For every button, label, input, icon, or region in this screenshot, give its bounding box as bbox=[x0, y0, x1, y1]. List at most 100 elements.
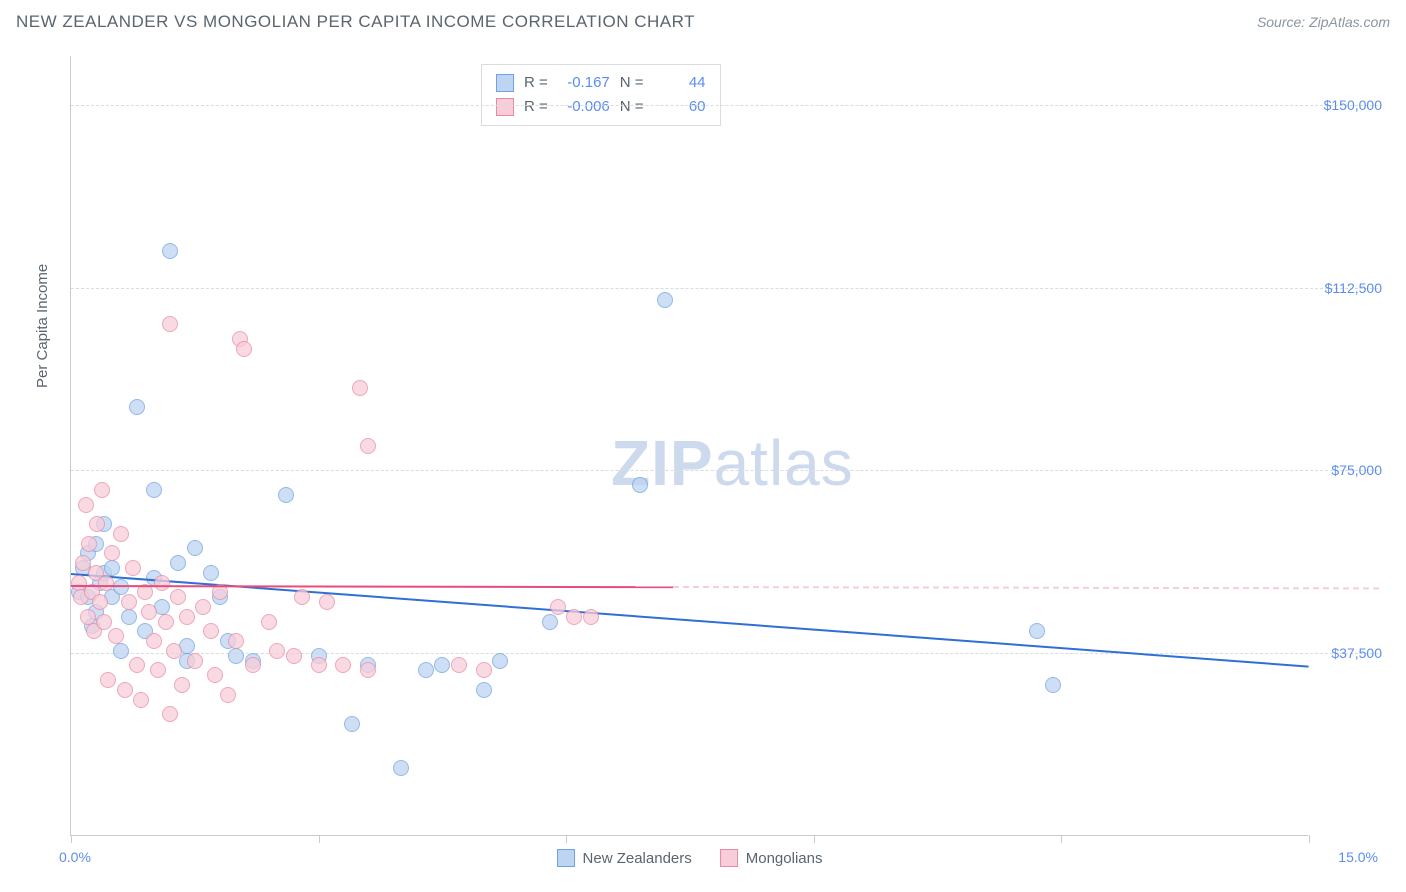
data-point bbox=[146, 633, 162, 649]
data-point bbox=[179, 609, 195, 625]
data-point bbox=[236, 341, 252, 357]
data-point bbox=[170, 555, 186, 571]
data-point bbox=[104, 545, 120, 561]
data-point bbox=[129, 399, 145, 415]
data-point bbox=[1045, 677, 1061, 693]
x-axis-min-label: 0.0% bbox=[59, 849, 91, 865]
data-point bbox=[360, 662, 376, 678]
data-point bbox=[113, 643, 129, 659]
header: NEW ZEALANDER VS MONGOLIAN PER CAPITA IN… bbox=[0, 0, 1406, 40]
data-point bbox=[418, 662, 434, 678]
data-point bbox=[89, 516, 105, 532]
data-point bbox=[1029, 623, 1045, 639]
data-point bbox=[203, 565, 219, 581]
gridline bbox=[71, 288, 1378, 289]
data-point bbox=[393, 760, 409, 776]
data-point bbox=[269, 643, 285, 659]
data-point bbox=[261, 614, 277, 630]
x-tick bbox=[1061, 835, 1062, 843]
legend-swatch-mongolian bbox=[720, 849, 738, 867]
data-point bbox=[245, 657, 261, 673]
legend-item-mongolian: Mongolians bbox=[720, 849, 823, 867]
x-tick bbox=[319, 835, 320, 843]
data-point bbox=[434, 657, 450, 673]
gridline bbox=[71, 105, 1378, 106]
data-point bbox=[141, 604, 157, 620]
gridline bbox=[71, 470, 1378, 471]
data-point bbox=[566, 609, 582, 625]
x-axis-max-label: 15.0% bbox=[1338, 849, 1378, 865]
stats-row-mongolian: R = -0.006 N = 60 bbox=[496, 95, 706, 119]
data-point bbox=[632, 477, 648, 493]
chart-title: NEW ZEALANDER VS MONGOLIAN PER CAPITA IN… bbox=[16, 12, 695, 32]
data-point bbox=[98, 575, 114, 591]
data-point bbox=[476, 662, 492, 678]
gridline bbox=[71, 653, 1378, 654]
y-tick-label: $150,000 bbox=[1312, 97, 1382, 113]
y-tick-label: $37,500 bbox=[1312, 645, 1382, 661]
stats-legend-box: R = -0.167 N = 44 R = -0.006 N = 60 bbox=[481, 64, 721, 126]
data-point bbox=[294, 589, 310, 605]
data-point bbox=[96, 614, 112, 630]
data-point bbox=[344, 716, 360, 732]
y-tick-label: $112,500 bbox=[1312, 280, 1382, 296]
y-tick-label: $75,000 bbox=[1312, 462, 1382, 478]
data-point bbox=[162, 243, 178, 259]
data-point bbox=[228, 633, 244, 649]
source-label: Source: ZipAtlas.com bbox=[1257, 14, 1390, 30]
data-point bbox=[117, 682, 133, 698]
data-point bbox=[100, 672, 116, 688]
data-point bbox=[550, 599, 566, 615]
data-point bbox=[174, 677, 190, 693]
data-point bbox=[476, 682, 492, 698]
data-point bbox=[311, 657, 327, 673]
data-point bbox=[162, 316, 178, 332]
legend-swatch-nz bbox=[557, 849, 575, 867]
data-point bbox=[121, 594, 137, 610]
data-point bbox=[278, 487, 294, 503]
data-point bbox=[319, 594, 335, 610]
data-point bbox=[80, 609, 96, 625]
stats-row-nz: R = -0.167 N = 44 bbox=[496, 71, 706, 95]
data-point bbox=[187, 540, 203, 556]
data-point bbox=[104, 560, 120, 576]
swatch-nz bbox=[496, 74, 514, 92]
data-point bbox=[228, 648, 244, 664]
data-point bbox=[542, 614, 558, 630]
x-tick bbox=[71, 835, 72, 843]
data-point bbox=[286, 648, 302, 664]
data-point bbox=[352, 380, 368, 396]
data-point bbox=[335, 657, 351, 673]
plot-area: ZIPatlas R = -0.167 N = 44 R = -0.006 N … bbox=[70, 56, 1308, 836]
data-point bbox=[146, 482, 162, 498]
data-point bbox=[583, 609, 599, 625]
data-point bbox=[203, 623, 219, 639]
swatch-mongolian bbox=[496, 98, 514, 116]
data-point bbox=[158, 614, 174, 630]
data-point bbox=[220, 687, 236, 703]
data-point bbox=[360, 438, 376, 454]
data-point bbox=[657, 292, 673, 308]
data-point bbox=[125, 560, 141, 576]
data-point bbox=[187, 653, 203, 669]
x-tick bbox=[566, 835, 567, 843]
x-tick bbox=[1309, 835, 1310, 843]
data-point bbox=[113, 526, 129, 542]
data-point bbox=[207, 667, 223, 683]
data-point bbox=[166, 643, 182, 659]
data-point bbox=[195, 599, 211, 615]
data-point bbox=[113, 579, 129, 595]
data-point bbox=[451, 657, 467, 673]
data-point bbox=[78, 497, 94, 513]
trend-line-dashed bbox=[673, 586, 1379, 589]
data-point bbox=[133, 692, 149, 708]
data-point bbox=[150, 662, 166, 678]
legend-item-nz: New Zealanders bbox=[557, 849, 692, 867]
y-axis-label: Per Capita Income bbox=[34, 264, 51, 388]
data-point bbox=[170, 589, 186, 605]
data-point bbox=[492, 653, 508, 669]
data-point bbox=[92, 594, 108, 610]
data-point bbox=[162, 706, 178, 722]
data-point bbox=[121, 609, 137, 625]
data-point bbox=[108, 628, 124, 644]
